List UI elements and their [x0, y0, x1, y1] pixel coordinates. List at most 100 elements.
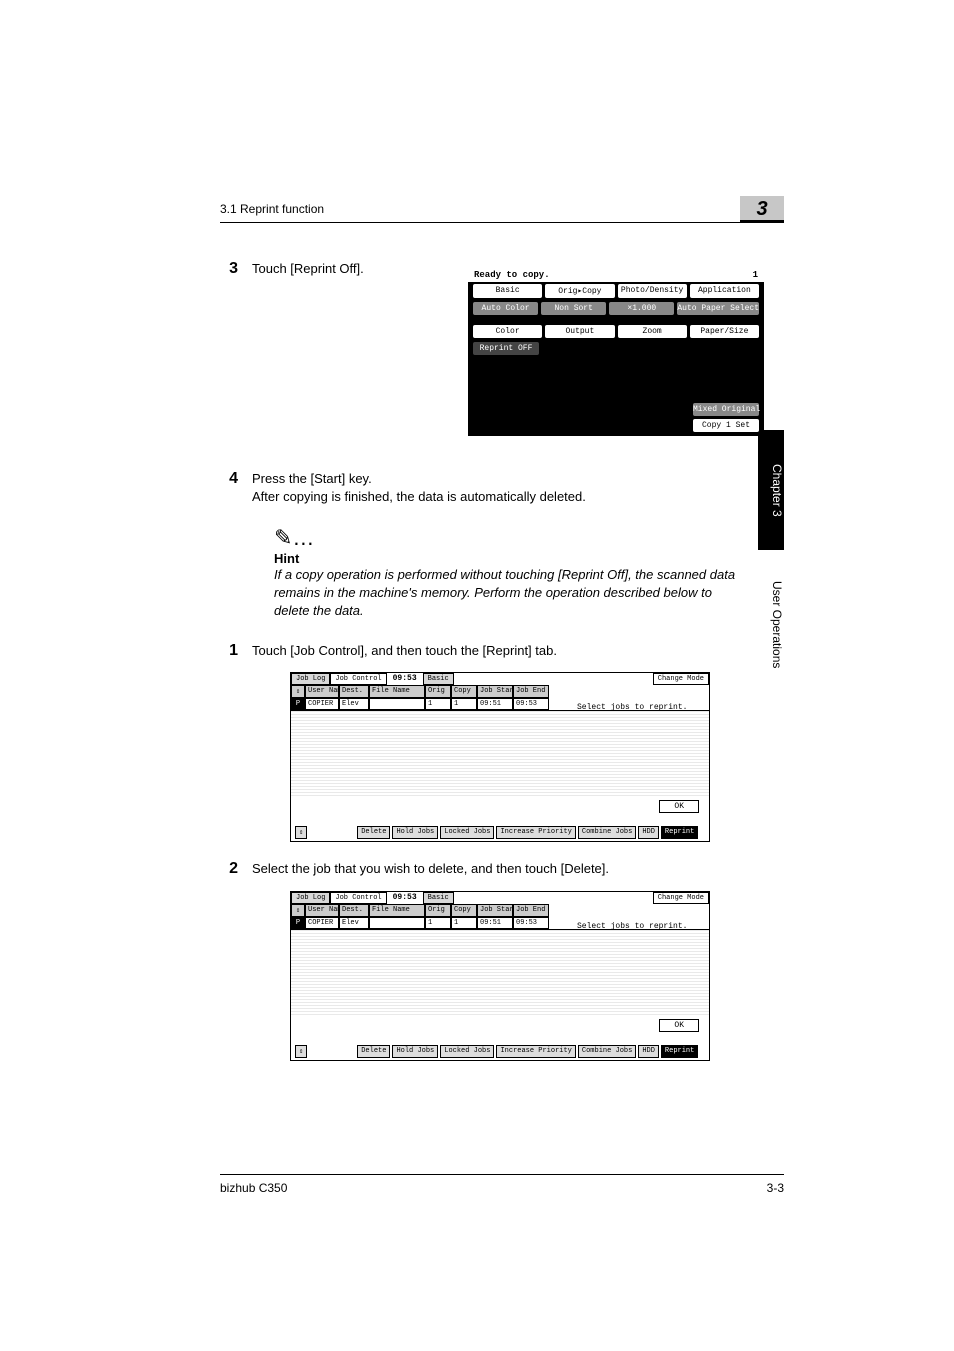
- empty-rows: [291, 710, 709, 796]
- col-file: File Name: [369, 904, 425, 917]
- row-marker: P: [291, 917, 305, 929]
- row-orig: 1: [425, 917, 451, 929]
- row-jstart: 09:51: [477, 917, 513, 929]
- job-control-screen: Job Log Job Control 09:53 Basic Change M…: [290, 672, 710, 842]
- btn-reprint-tab[interactable]: Reprint: [661, 1045, 698, 1058]
- row-orig: 1: [425, 698, 451, 710]
- btn-change-mode[interactable]: Change Mode: [653, 892, 709, 904]
- table-header: ⇕ User Name Dest. File Name Orig Copy Jo…: [291, 904, 709, 917]
- row-marker: P: [291, 698, 305, 710]
- step-number: 4: [220, 470, 238, 506]
- row-jend: 09:53: [513, 917, 549, 929]
- col-jstart: Job Start: [477, 904, 513, 917]
- col-dest: Dest.: [339, 685, 369, 698]
- step-3: 3 Touch [Reprint Off].: [220, 260, 744, 278]
- side-message: Select jobs to reprint.: [577, 922, 703, 931]
- side-tab-chapter: Chapter 3: [758, 430, 784, 550]
- col-orig: Orig: [425, 904, 451, 917]
- tab-basic[interactable]: Basic: [423, 673, 454, 685]
- row-jstart: 09:51: [477, 698, 513, 710]
- side-message: Select jobs to reprint.: [577, 703, 703, 712]
- tab-job-control[interactable]: Job Control: [330, 892, 386, 904]
- col-jend: Job End: [513, 685, 549, 698]
- side-tab-section: User Operations: [758, 560, 784, 690]
- chapter-badge: 3: [740, 196, 784, 222]
- header-rule: [220, 222, 784, 223]
- side-tab: Chapter 3 User Operations: [758, 430, 784, 690]
- btn-reprint-tab[interactable]: Reprint: [661, 826, 698, 839]
- step-4: 4 Press the [Start] key. After copying i…: [220, 470, 744, 506]
- btn-combine-jobs[interactable]: Combine Jobs: [578, 1045, 636, 1058]
- bottom-toolbar: ⇕ Delete Hold Jobs Locked Jobs Increase …: [295, 1045, 705, 1058]
- body: 3 Touch [Reprint Off]. 4 Press the [Star…: [220, 260, 744, 1079]
- row-file: [369, 917, 425, 929]
- hint-label: Hint: [274, 551, 744, 566]
- tab-job-log[interactable]: Job Log: [291, 673, 330, 685]
- footer-model: bizhub C350: [220, 1181, 287, 1195]
- tab-job-control[interactable]: Job Control: [330, 673, 386, 685]
- col-file: File Name: [369, 685, 425, 698]
- hint-icon: ✎…: [274, 525, 744, 551]
- row-file: [369, 698, 425, 710]
- job-control-screen: Job Log Job Control 09:53 Basic Change M…: [290, 891, 710, 1061]
- row-user: COPIER: [305, 917, 339, 929]
- step-2: 2 Select the job that you wish to delete…: [220, 860, 744, 878]
- col-jend: Job End: [513, 904, 549, 917]
- page: 3.1 Reprint function 3 Chapter 3 User Op…: [0, 0, 954, 1351]
- panel-count: 1: [753, 270, 758, 280]
- footer-rule: [220, 1174, 784, 1175]
- btn-delete[interactable]: Delete: [357, 1045, 390, 1058]
- row-dest: Elev: [339, 917, 369, 929]
- clock: 09:53: [387, 673, 423, 685]
- step-text: Press the [Start] key. After copying is …: [252, 470, 586, 506]
- footer-page: 3-3: [767, 1181, 784, 1195]
- btn-hdd[interactable]: HDD: [638, 1045, 659, 1058]
- row-jend: 09:53: [513, 698, 549, 710]
- col-arrow: ⇕: [291, 685, 305, 698]
- col-orig: Orig: [425, 685, 451, 698]
- btn-change-mode[interactable]: Change Mode: [653, 673, 709, 685]
- step-4-line1: Press the [Start] key.: [252, 471, 372, 486]
- row-user: COPIER: [305, 698, 339, 710]
- step-number: 2: [220, 860, 238, 878]
- empty-rows: [291, 929, 709, 1015]
- col-copy: Copy: [451, 685, 477, 698]
- clock: 09:53: [387, 892, 423, 904]
- row-copy: 1: [451, 698, 477, 710]
- bottom-toolbar: ⇕ Delete Hold Jobs Locked Jobs Increase …: [295, 826, 705, 839]
- col-user: User Name: [305, 904, 339, 917]
- btn-increase-priority[interactable]: Increase Priority: [496, 1045, 575, 1058]
- row-copy: 1: [451, 917, 477, 929]
- btn-hold-jobs[interactable]: Hold Jobs: [392, 826, 438, 839]
- hint-text: If a copy operation is performed without…: [274, 566, 744, 621]
- btn-arrow-down[interactable]: ⇕: [295, 826, 307, 839]
- btn-hdd[interactable]: HDD: [638, 826, 659, 839]
- table-header: ⇕ User Name Dest. File Name Orig Copy Jo…: [291, 685, 709, 698]
- col-jstart: Job Start: [477, 685, 513, 698]
- btn-arrow-down[interactable]: ⇕: [295, 1045, 307, 1058]
- col-arrow: ⇕: [291, 904, 305, 917]
- section-title: 3.1 Reprint function: [220, 202, 324, 216]
- btn-locked-jobs[interactable]: Locked Jobs: [440, 826, 494, 839]
- step-number: 1: [220, 642, 238, 660]
- hint-block: ✎… Hint If a copy operation is performed…: [274, 525, 744, 621]
- tab-job-log[interactable]: Job Log: [291, 892, 330, 904]
- ok-button[interactable]: OK: [659, 800, 699, 813]
- btn-increase-priority[interactable]: Increase Priority: [496, 826, 575, 839]
- ok-button[interactable]: OK: [659, 1019, 699, 1032]
- btn-combine-jobs[interactable]: Combine Jobs: [578, 826, 636, 839]
- col-user: User Name: [305, 685, 339, 698]
- step-text: Touch [Job Control], and then touch the …: [252, 642, 557, 660]
- step-number: 3: [220, 260, 238, 278]
- step-1: 1 Touch [Job Control], and then touch th…: [220, 642, 744, 660]
- col-dest: Dest.: [339, 904, 369, 917]
- col-copy: Copy: [451, 904, 477, 917]
- step-text: Select the job that you wish to delete, …: [252, 860, 609, 878]
- tab-basic[interactable]: Basic: [423, 892, 454, 904]
- step-4-line2: After copying is finished, the data is a…: [252, 489, 586, 504]
- row-dest: Elev: [339, 698, 369, 710]
- btn-hold-jobs[interactable]: Hold Jobs: [392, 1045, 438, 1058]
- btn-locked-jobs[interactable]: Locked Jobs: [440, 1045, 494, 1058]
- btn-delete[interactable]: Delete: [357, 826, 390, 839]
- step-text: Touch [Reprint Off].: [252, 260, 364, 278]
